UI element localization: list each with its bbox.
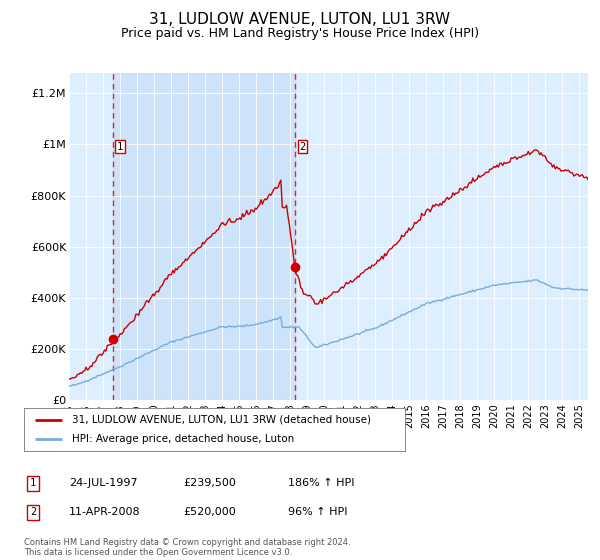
Text: 1: 1	[30, 478, 36, 488]
Text: 31, LUDLOW AVENUE, LUTON, LU1 3RW (detached house): 31, LUDLOW AVENUE, LUTON, LU1 3RW (detac…	[71, 415, 371, 424]
Text: 1: 1	[117, 142, 123, 152]
Text: HPI: Average price, detached house, Luton: HPI: Average price, detached house, Luto…	[71, 435, 294, 444]
Text: 2: 2	[299, 142, 305, 152]
Text: 2: 2	[30, 507, 36, 517]
Text: £239,500: £239,500	[183, 478, 236, 488]
Text: 186% ↑ HPI: 186% ↑ HPI	[288, 478, 355, 488]
Text: 31, LUDLOW AVENUE, LUTON, LU1 3RW: 31, LUDLOW AVENUE, LUTON, LU1 3RW	[149, 12, 451, 27]
Text: 11-APR-2008: 11-APR-2008	[69, 507, 140, 517]
Text: 96% ↑ HPI: 96% ↑ HPI	[288, 507, 347, 517]
Text: 24-JUL-1997: 24-JUL-1997	[69, 478, 137, 488]
Text: Contains HM Land Registry data © Crown copyright and database right 2024.
This d: Contains HM Land Registry data © Crown c…	[24, 538, 350, 557]
Text: Price paid vs. HM Land Registry's House Price Index (HPI): Price paid vs. HM Land Registry's House …	[121, 27, 479, 40]
Text: £520,000: £520,000	[183, 507, 236, 517]
Bar	[113, 73, 295, 400]
